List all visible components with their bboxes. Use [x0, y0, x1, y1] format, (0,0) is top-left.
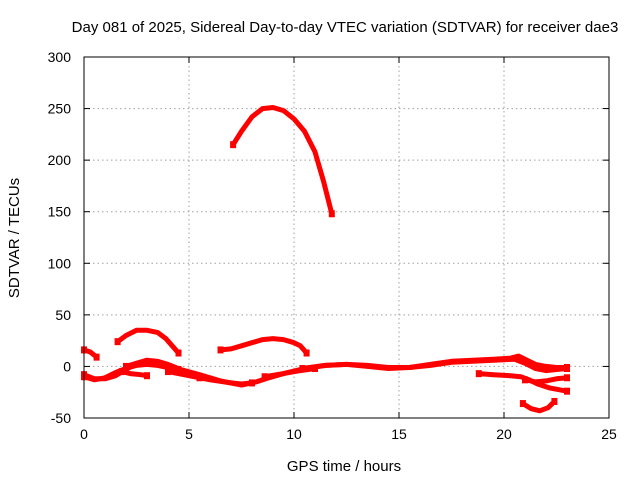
- series-line-arc-3: [116, 327, 181, 355]
- series-line-arc-14: [521, 399, 557, 414]
- x-tick-label: 5: [185, 426, 193, 442]
- y-tick-label: 250: [48, 101, 72, 117]
- series-line-arc-11: [302, 353, 567, 371]
- series-line-arc-2: [220, 336, 309, 355]
- x-tick-label: 25: [601, 426, 617, 442]
- x-tick-label: 10: [286, 426, 302, 442]
- chart-title: Day 081 of 2025, Sidereal Day-to-day VTE…: [72, 19, 619, 36]
- x-axis-label: GPS time / hours: [287, 458, 401, 475]
- y-tick-label: 150: [48, 204, 72, 220]
- plot-frame: [83, 56, 610, 419]
- x-tick-label: 15: [391, 426, 407, 442]
- series-line-arc-13: [524, 375, 568, 385]
- x-tick-label: 0: [80, 426, 88, 442]
- x-tick-label: 20: [496, 426, 512, 442]
- y-tick-label: 100: [48, 255, 72, 271]
- y-tick-label: 0: [63, 358, 71, 374]
- axis-ticks: 0 5 10 15 20 25 -50 0 50 100 150 200 250 300: [48, 49, 617, 442]
- series-line-arc-1: [230, 105, 335, 215]
- y-tick-label: 200: [48, 152, 72, 168]
- y-axis-label: SDTVAR / TECUs: [6, 178, 23, 298]
- series-line-arc-7: [121, 369, 148, 379]
- y-tick-label: 50: [55, 307, 71, 323]
- series-line-arc-9: [167, 369, 253, 387]
- y-tick-label: -50: [51, 410, 71, 426]
- y-tick-label: 300: [48, 49, 72, 65]
- series-group: [81, 105, 570, 414]
